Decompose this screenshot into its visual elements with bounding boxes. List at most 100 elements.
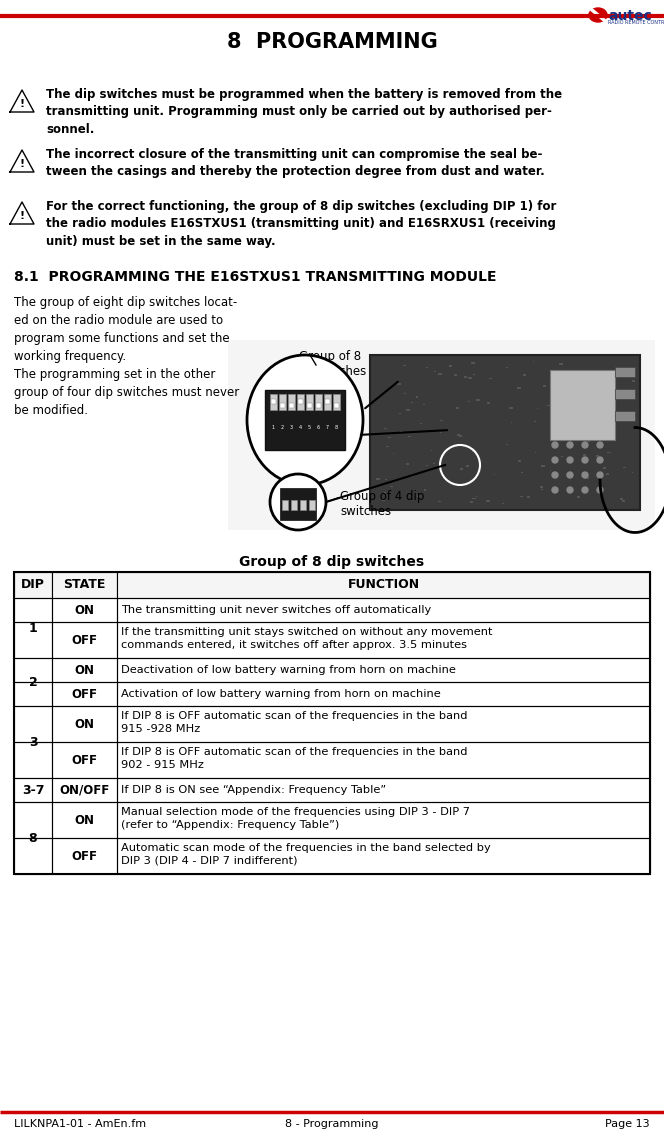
Text: OFF: OFF bbox=[72, 633, 98, 647]
Bar bbox=[487, 402, 490, 403]
Bar bbox=[542, 385, 546, 386]
Circle shape bbox=[597, 487, 603, 493]
Text: 2: 2 bbox=[29, 675, 37, 689]
Circle shape bbox=[552, 487, 558, 493]
Bar bbox=[417, 495, 420, 496]
Text: Page 13: Page 13 bbox=[606, 1119, 650, 1128]
Text: The transmitting unit never switches off automatically: The transmitting unit never switches off… bbox=[121, 605, 431, 615]
Text: DIP: DIP bbox=[21, 579, 45, 591]
Text: LILKNPA1-01 - AmEn.fm: LILKNPA1-01 - AmEn.fm bbox=[14, 1119, 146, 1128]
Circle shape bbox=[582, 457, 588, 463]
Bar bbox=[596, 455, 598, 457]
Bar bbox=[423, 404, 425, 406]
Text: Deactivation of low battery warning from horn on machine: Deactivation of low battery warning from… bbox=[121, 665, 456, 675]
Bar bbox=[622, 500, 625, 502]
Text: 8: 8 bbox=[29, 832, 37, 844]
Bar bbox=[117, 682, 650, 706]
Bar bbox=[518, 460, 521, 462]
Bar bbox=[280, 403, 285, 408]
Bar bbox=[52, 572, 117, 598]
Bar bbox=[615, 389, 635, 399]
Circle shape bbox=[552, 472, 558, 478]
Circle shape bbox=[597, 442, 603, 448]
Bar bbox=[316, 403, 321, 408]
Bar bbox=[598, 462, 600, 463]
Text: OFF: OFF bbox=[72, 753, 98, 767]
Bar bbox=[117, 598, 650, 622]
Bar bbox=[463, 376, 467, 378]
Bar bbox=[280, 488, 316, 520]
Text: 8.1  PROGRAMMING THE E16STXUS1 TRANSMITTING MODULE: 8.1 PROGRAMMING THE E16STXUS1 TRANSMITTI… bbox=[14, 270, 497, 284]
Bar bbox=[576, 496, 580, 499]
Bar bbox=[52, 622, 117, 658]
Bar bbox=[440, 419, 443, 421]
Bar bbox=[509, 407, 513, 409]
Bar bbox=[271, 399, 276, 404]
Bar bbox=[588, 441, 590, 442]
Bar bbox=[382, 500, 385, 501]
Bar bbox=[288, 394, 295, 410]
Bar bbox=[52, 838, 117, 874]
Text: !: ! bbox=[19, 159, 25, 169]
Bar bbox=[459, 468, 463, 470]
Bar bbox=[416, 397, 418, 398]
Bar bbox=[469, 501, 473, 503]
Bar bbox=[14, 572, 52, 598]
Bar bbox=[400, 432, 403, 433]
Text: 1: 1 bbox=[29, 622, 37, 634]
Text: !: ! bbox=[19, 99, 25, 109]
Bar bbox=[457, 434, 460, 435]
Bar bbox=[307, 403, 312, 408]
Text: 3-7: 3-7 bbox=[22, 784, 44, 796]
Text: ON: ON bbox=[74, 664, 94, 676]
Bar bbox=[14, 598, 52, 622]
Bar bbox=[465, 466, 469, 467]
Bar bbox=[279, 394, 286, 410]
Bar bbox=[306, 394, 313, 410]
Bar bbox=[14, 658, 52, 682]
Bar bbox=[476, 399, 479, 401]
Bar bbox=[376, 478, 380, 479]
Bar bbox=[550, 370, 615, 440]
Bar bbox=[384, 427, 387, 428]
Bar bbox=[117, 742, 650, 778]
Bar bbox=[486, 500, 490, 502]
Bar bbox=[521, 471, 523, 474]
Bar bbox=[424, 489, 426, 491]
Text: !: ! bbox=[19, 211, 25, 221]
Ellipse shape bbox=[247, 355, 363, 485]
Bar bbox=[632, 381, 635, 382]
Bar bbox=[52, 598, 117, 622]
Bar bbox=[52, 682, 117, 706]
Text: OFF: OFF bbox=[72, 688, 98, 700]
Bar bbox=[540, 466, 544, 467]
Bar bbox=[117, 572, 650, 598]
Bar bbox=[467, 401, 470, 402]
Bar bbox=[117, 706, 650, 742]
Bar bbox=[603, 398, 606, 399]
Bar bbox=[540, 488, 543, 489]
Text: If DIP 8 is OFF automatic scan of the frequencies in the band
915 -928 MHz: If DIP 8 is OFF automatic scan of the fr… bbox=[121, 712, 467, 734]
Bar bbox=[324, 394, 331, 410]
Bar bbox=[117, 658, 650, 682]
Text: Group of 8 dip switches: Group of 8 dip switches bbox=[240, 555, 424, 569]
Circle shape bbox=[597, 472, 603, 478]
Text: 4: 4 bbox=[299, 425, 302, 431]
Bar bbox=[52, 742, 117, 778]
Circle shape bbox=[582, 487, 588, 493]
Bar bbox=[228, 340, 655, 530]
Bar bbox=[298, 399, 303, 404]
Bar bbox=[540, 486, 543, 488]
Bar bbox=[586, 477, 589, 479]
Bar bbox=[297, 394, 304, 410]
Bar bbox=[325, 399, 330, 404]
Text: Automatic scan mode of the frequencies in the band selected by
DIP 3 (DIP 4 - DI: Automatic scan mode of the frequencies i… bbox=[121, 843, 491, 866]
Bar bbox=[52, 778, 117, 802]
Circle shape bbox=[567, 457, 573, 463]
Bar bbox=[315, 394, 322, 410]
Bar bbox=[289, 403, 294, 408]
Text: 8: 8 bbox=[335, 425, 338, 431]
Bar bbox=[449, 365, 452, 367]
Bar bbox=[406, 463, 410, 465]
Bar bbox=[265, 390, 345, 450]
